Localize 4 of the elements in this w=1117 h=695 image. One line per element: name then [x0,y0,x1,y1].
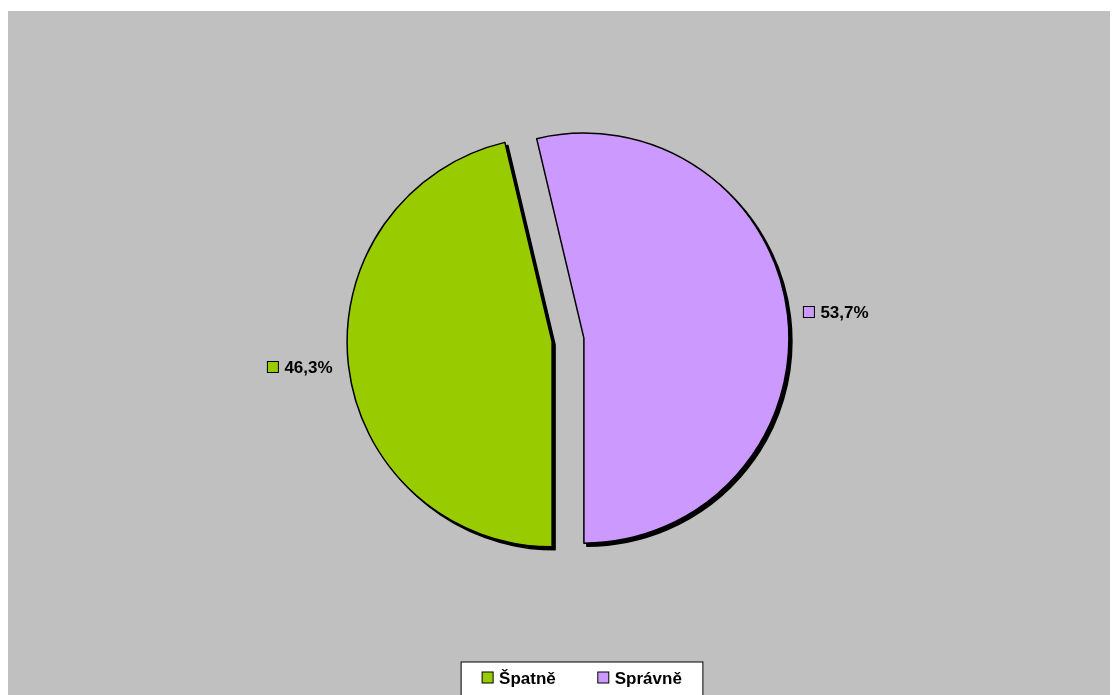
legend-label: Špatně [499,668,556,688]
data-label: 53,7% [820,303,869,323]
data-label: 46,3% [284,357,333,377]
legend-label: Správně [614,668,682,688]
